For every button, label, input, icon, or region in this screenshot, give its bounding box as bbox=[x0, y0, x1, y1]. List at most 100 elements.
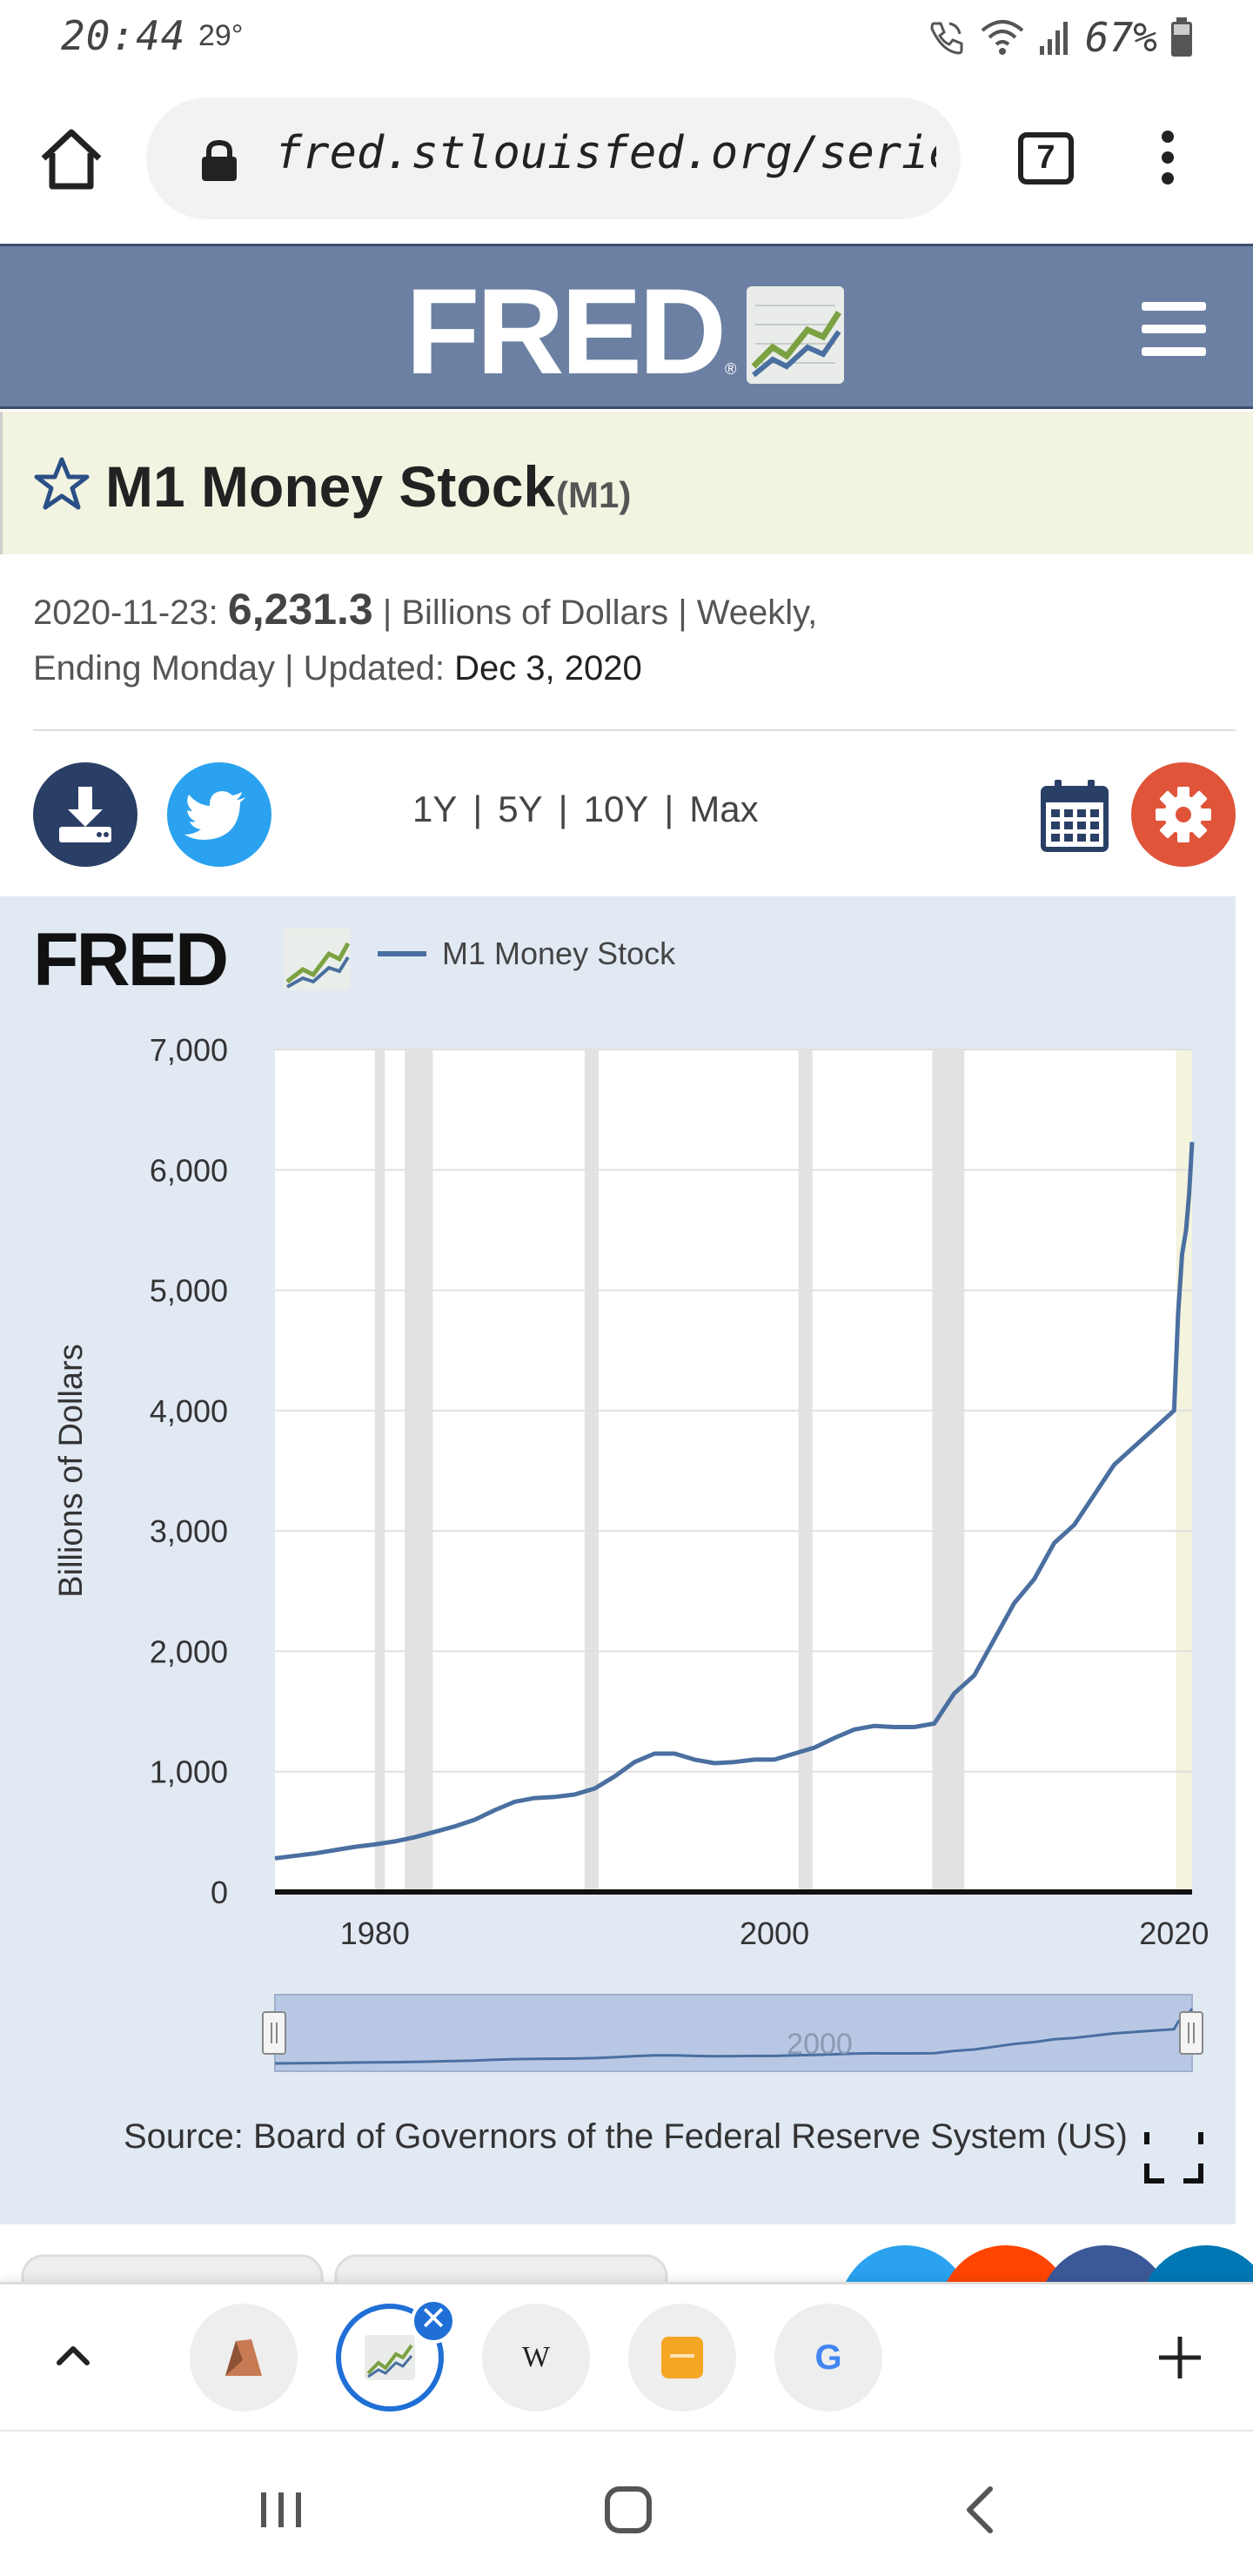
range-5y[interactable]: 5Y bbox=[498, 788, 543, 829]
share-linkedin-icon[interactable] bbox=[1140, 2245, 1253, 2282]
twitter-icon bbox=[184, 791, 245, 840]
navigator-tick-2000: 2000 bbox=[787, 2028, 853, 2061]
call-icon bbox=[930, 22, 963, 55]
y-tick-label: 7,000 bbox=[150, 1032, 228, 1068]
x-tick-label: 1980 bbox=[340, 1915, 410, 1951]
close-tab-icon[interactable]: ✕ bbox=[411, 2298, 456, 2344]
y-axis-ticks: 0 1,000 2,000 3,000 4,000 5,000 6,000 7,000 bbox=[150, 1032, 228, 1910]
add-tab-icon[interactable] bbox=[1156, 2333, 1204, 2382]
orange-app-favicon bbox=[661, 2337, 703, 2378]
fullscreen-icon[interactable] bbox=[1144, 2132, 1203, 2184]
y-tick-label: 3,000 bbox=[150, 1513, 228, 1549]
gear-icon bbox=[1156, 787, 1211, 842]
gridlines bbox=[275, 1049, 1192, 1773]
system-nav-bar bbox=[0, 2430, 1253, 2576]
chart-actions: 1Y | 5Y | 10Y | Max bbox=[0, 762, 1253, 867]
related-card-2[interactable] bbox=[334, 2254, 668, 2282]
share-twitter-icon[interactable] bbox=[839, 2245, 971, 2282]
navigator-series-line bbox=[274, 2008, 1194, 2065]
range-separator: | bbox=[472, 788, 483, 829]
recent-apps-icon[interactable] bbox=[256, 2484, 308, 2536]
download-icon bbox=[59, 787, 111, 842]
chart-fred-logo: FRED bbox=[33, 918, 226, 1002]
tab-thumb-fred[interactable] bbox=[336, 2304, 444, 2412]
legend-label: M1 Money Stock bbox=[442, 936, 676, 971]
range-separator: | bbox=[558, 788, 568, 829]
divider bbox=[33, 729, 1236, 731]
tab-strip: ✕ W G bbox=[0, 2282, 1253, 2428]
recession-band bbox=[405, 1050, 433, 1892]
x-axis-ticks: 1980 2000 2020 bbox=[340, 1915, 1209, 1951]
fred-favicon bbox=[365, 2335, 415, 2380]
browser-toolbar: fred.stlouisfed.org/series/M1 7 bbox=[0, 87, 1253, 230]
recession-band bbox=[584, 1050, 599, 1892]
share-reddit-icon[interactable] bbox=[940, 2245, 1072, 2282]
chart-logo-icon bbox=[284, 928, 351, 990]
tab-thumb-1[interactable] bbox=[190, 2304, 298, 2412]
status-temperature: 29° bbox=[198, 19, 244, 52]
status-bar: 20:44 29° 67% bbox=[0, 0, 1253, 75]
fred-logo[interactable]: FRED ® bbox=[405, 271, 845, 392]
range-separator: | bbox=[664, 788, 674, 829]
fred-chart-icon bbox=[747, 286, 845, 384]
chart-panel: FRED M1 Money Stock 0 1,000 2,000 3,000 4,00… bbox=[0, 896, 1236, 2224]
related-card-1[interactable] bbox=[21, 2254, 324, 2282]
wifi-icon bbox=[981, 20, 1024, 55]
back-nav-icon[interactable] bbox=[955, 2484, 1008, 2536]
download-button[interactable] bbox=[33, 762, 137, 867]
tab-thumb-google[interactable]: G bbox=[774, 2304, 882, 2412]
chevron-up-icon[interactable] bbox=[52, 2335, 94, 2377]
status-time: 20:44 bbox=[61, 12, 186, 59]
y-tick-label: 2,000 bbox=[150, 1633, 228, 1669]
range-navigator[interactable] bbox=[274, 1994, 1193, 2072]
recession-band bbox=[374, 1050, 385, 1892]
y-axis-label: Billions of Dollars bbox=[53, 1344, 90, 1597]
home-nav-icon[interactable] bbox=[602, 2484, 654, 2536]
units-frequency: | Billions of Dollars | Weekly, bbox=[382, 594, 818, 632]
tab-thumb-wikipedia[interactable]: W bbox=[482, 2304, 590, 2412]
share-facebook-icon[interactable] bbox=[1039, 2245, 1171, 2282]
observation-date: 2020-11-23: bbox=[33, 594, 218, 632]
wikipedia-icon: W bbox=[521, 2341, 551, 2373]
series-line-m1 bbox=[274, 1142, 1195, 1861]
share-strip bbox=[0, 2224, 1253, 2282]
status-icons: 67% bbox=[925, 14, 1194, 61]
google-icon: G bbox=[814, 2338, 842, 2377]
calendar-icon[interactable] bbox=[1041, 778, 1109, 853]
recession-band bbox=[932, 1050, 965, 1892]
lock-icon bbox=[202, 139, 237, 181]
y-tick-label: 5,000 bbox=[150, 1273, 228, 1309]
range-10y[interactable]: 10Y bbox=[583, 788, 649, 829]
frequency-updated-label: Ending Monday | Updated: bbox=[33, 649, 445, 688]
twitter-share-button[interactable] bbox=[167, 762, 271, 867]
hamburger-menu-icon[interactable] bbox=[1142, 302, 1206, 356]
recession-band bbox=[798, 1050, 813, 1892]
y-tick-label: 4,000 bbox=[150, 1393, 228, 1429]
series-meta: 2020-11-23: 6,231.3 | Billions of Dollar… bbox=[33, 581, 1234, 696]
tab-favicon-1 bbox=[225, 2339, 262, 2376]
y-tick-label: 6,000 bbox=[150, 1152, 228, 1188]
fred-header: FRED ® bbox=[0, 244, 1253, 409]
url-text[interactable]: fred.stlouisfed.org/series/M1 bbox=[275, 127, 936, 179]
navigator-handle-left[interactable] bbox=[262, 2011, 286, 2055]
registered-mark: ® bbox=[725, 360, 737, 378]
home-icon[interactable] bbox=[38, 125, 104, 191]
star-icon[interactable] bbox=[34, 457, 90, 511]
chart-source: Source: Board of Governors of the Federa… bbox=[124, 2117, 1128, 2156]
tab-switcher-button[interactable]: 7 bbox=[1018, 132, 1074, 184]
observation-value: 6,231.3 bbox=[227, 585, 373, 634]
y-tick-label: 0 bbox=[211, 1875, 228, 1910]
url-bar[interactable]: fred.stlouisfed.org/series/M1 bbox=[146, 97, 961, 219]
overflow-menu-icon[interactable] bbox=[1149, 131, 1187, 191]
settings-button[interactable] bbox=[1131, 762, 1236, 867]
tab-thumb-orange[interactable] bbox=[628, 2304, 736, 2412]
range-max[interactable]: Max bbox=[689, 788, 759, 829]
signal-icon bbox=[1039, 22, 1068, 55]
range-1y[interactable]: 1Y bbox=[412, 788, 458, 829]
m1-chart[interactable]: FRED M1 Money Stock 0 1,000 2,000 3,000 4,00… bbox=[0, 896, 1236, 2224]
navigator-handle-right[interactable] bbox=[1179, 2011, 1203, 2055]
y-tick-label: 1,000 bbox=[150, 1754, 228, 1790]
series-title: M1 Money Stock bbox=[105, 454, 556, 519]
x-tick-label: 2000 bbox=[740, 1915, 809, 1951]
series-id: (M1) bbox=[556, 474, 632, 515]
